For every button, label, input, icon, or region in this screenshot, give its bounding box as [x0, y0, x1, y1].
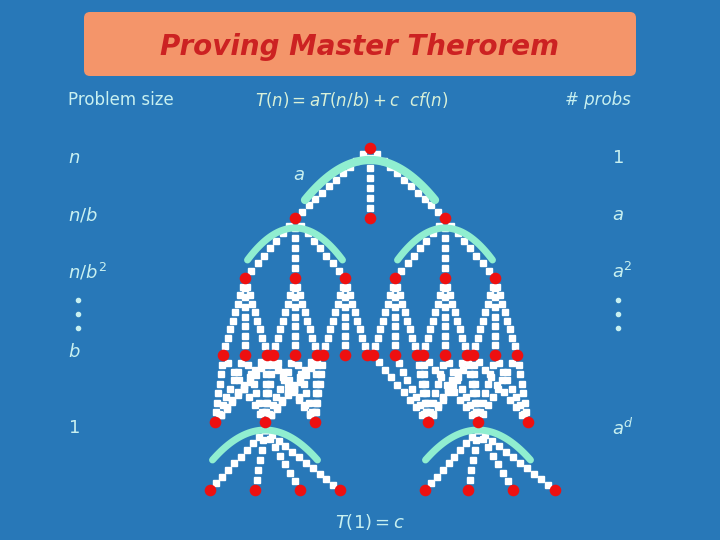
- Point: [367, 350, 379, 359]
- Point: [549, 485, 561, 494]
- Point: [462, 485, 474, 494]
- Point: [339, 274, 351, 282]
- Point: [418, 350, 429, 359]
- Text: $T(n)=aT(n/b)+c\ \ cf(n)$: $T(n)=aT(n/b)+c\ \ cf(n)$: [255, 90, 449, 110]
- Point: [311, 350, 323, 359]
- Point: [462, 350, 473, 359]
- Text: $n/b^2$: $n/b^2$: [68, 261, 107, 282]
- Point: [289, 214, 301, 222]
- Text: # probs: # probs: [565, 91, 631, 109]
- Point: [361, 350, 373, 359]
- Point: [511, 350, 523, 359]
- Point: [364, 214, 376, 222]
- Point: [439, 214, 451, 222]
- Point: [294, 485, 306, 494]
- Text: $b$: $b$: [68, 343, 81, 361]
- Text: $a^2$: $a^2$: [612, 262, 633, 282]
- Point: [289, 350, 301, 359]
- Text: $1$: $1$: [612, 149, 624, 167]
- Point: [239, 350, 251, 359]
- Point: [467, 350, 479, 359]
- Point: [419, 485, 431, 494]
- Point: [217, 350, 229, 359]
- Point: [364, 144, 376, 152]
- Text: Problem size: Problem size: [68, 91, 174, 109]
- Point: [490, 274, 501, 282]
- Point: [390, 274, 401, 282]
- Text: $n$: $n$: [68, 149, 80, 167]
- Point: [210, 417, 221, 426]
- Point: [289, 274, 301, 282]
- Text: Proving Master Therorem: Proving Master Therorem: [161, 33, 559, 61]
- Text: $a$: $a$: [612, 206, 624, 224]
- Point: [490, 350, 501, 359]
- Point: [334, 485, 346, 494]
- Text: $n/b$: $n/b$: [68, 206, 98, 225]
- Point: [267, 350, 279, 359]
- Text: $a^d$: $a^d$: [612, 417, 634, 438]
- Text: $a$: $a$: [293, 166, 305, 184]
- Point: [339, 350, 351, 359]
- Point: [422, 417, 433, 426]
- Point: [522, 417, 534, 426]
- Point: [411, 350, 423, 359]
- Point: [261, 350, 273, 359]
- Point: [204, 485, 216, 494]
- Text: $1$: $1$: [68, 419, 80, 437]
- Point: [239, 274, 251, 282]
- FancyBboxPatch shape: [84, 12, 636, 76]
- Point: [439, 350, 451, 359]
- Point: [259, 417, 271, 426]
- Point: [439, 274, 451, 282]
- Point: [390, 350, 401, 359]
- Text: $T(1)=c$: $T(1)=c$: [335, 512, 405, 532]
- Point: [249, 485, 261, 494]
- Point: [310, 417, 321, 426]
- Point: [318, 350, 329, 359]
- Point: [472, 417, 484, 426]
- Point: [507, 485, 518, 494]
